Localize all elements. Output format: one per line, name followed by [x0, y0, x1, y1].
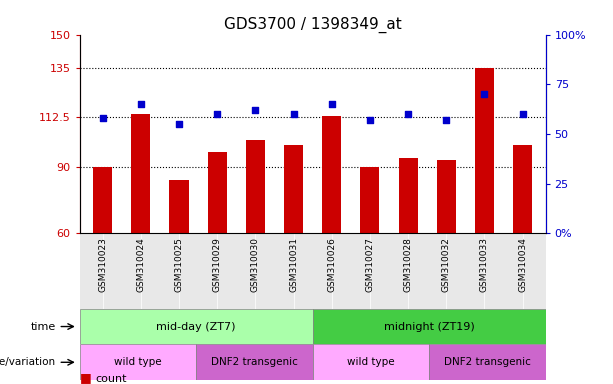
Point [441, 117, 451, 123]
Text: mid-day (ZT7): mid-day (ZT7) [156, 321, 236, 331]
Point [251, 107, 261, 113]
Text: GSM310024: GSM310024 [136, 237, 145, 292]
Text: midnight (ZT19): midnight (ZT19) [384, 321, 474, 331]
Bar [246, 141, 265, 233]
Bar [80, 344, 196, 380]
Text: DNF2 transgenic: DNF2 transgenic [211, 357, 298, 367]
Text: GSM310026: GSM310026 [327, 237, 336, 292]
Text: time: time [31, 321, 56, 331]
Text: GSM310030: GSM310030 [251, 237, 260, 292]
Bar [436, 161, 456, 233]
Point [289, 111, 299, 117]
Text: GSM310031: GSM310031 [289, 237, 298, 292]
Bar [313, 344, 429, 380]
Text: genotype/variation: genotype/variation [0, 357, 56, 367]
Text: GSM310025: GSM310025 [175, 237, 183, 292]
Text: wild type: wild type [347, 357, 395, 367]
Text: GSM310033: GSM310033 [480, 237, 489, 292]
Point [174, 121, 184, 127]
Point [97, 115, 107, 121]
Bar [196, 344, 313, 380]
Point [403, 111, 413, 117]
Bar [398, 158, 417, 233]
Text: ■: ■ [80, 371, 96, 384]
Text: GSM310034: GSM310034 [518, 237, 527, 292]
Title: GDS3700 / 1398349_at: GDS3700 / 1398349_at [224, 17, 402, 33]
Bar [93, 167, 112, 233]
Point [136, 101, 146, 107]
Bar [284, 145, 303, 233]
Bar [313, 309, 546, 344]
Bar [80, 309, 313, 344]
Point [327, 101, 337, 107]
Point [365, 117, 375, 123]
Text: GSM310027: GSM310027 [365, 237, 375, 292]
Bar [429, 344, 546, 380]
Bar [475, 68, 494, 233]
Text: GSM310032: GSM310032 [442, 237, 451, 292]
Text: GSM310029: GSM310029 [213, 237, 222, 292]
Text: count: count [95, 374, 126, 384]
Point [479, 91, 489, 97]
Bar [513, 145, 532, 233]
Bar [360, 167, 379, 233]
Bar [131, 114, 150, 233]
Bar [169, 180, 189, 233]
Text: GSM310028: GSM310028 [403, 237, 413, 292]
Bar [208, 152, 227, 233]
Point [518, 111, 528, 117]
Text: GSM310023: GSM310023 [98, 237, 107, 292]
Text: wild type: wild type [114, 357, 162, 367]
Bar [322, 116, 341, 233]
Text: DNF2 transgenic: DNF2 transgenic [444, 357, 531, 367]
Point [212, 111, 222, 117]
